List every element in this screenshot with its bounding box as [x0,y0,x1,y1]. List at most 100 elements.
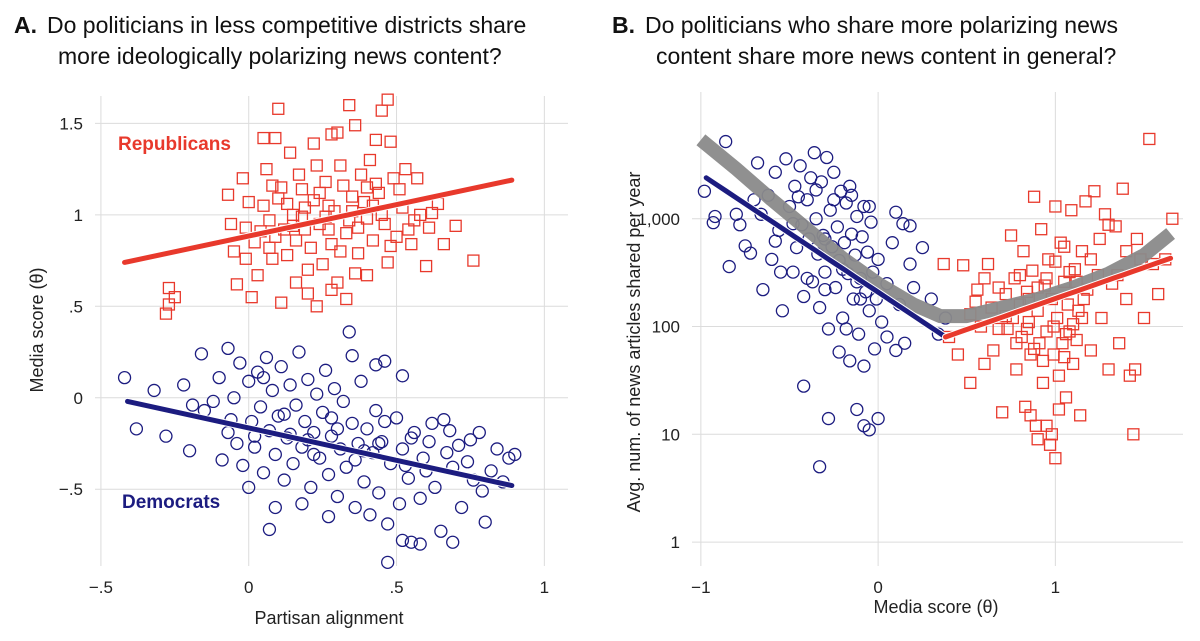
data-point-circle [321,509,336,524]
data-point-circle [446,535,460,549]
data-point-circle [292,345,306,359]
data-point-circle [215,453,229,467]
data-point-square [236,172,249,185]
data-point-circle [129,422,144,436]
panel-b-title-line2: content share more news content in gener… [656,43,1117,69]
data-point-square [978,272,991,285]
data-point-circle [697,184,712,198]
data-point-circle [422,434,436,449]
data-point-square [168,291,181,304]
data-point-square [1013,268,1027,282]
data-point-square [411,172,424,185]
data-point-circle [321,467,336,482]
data-point-circle [242,374,256,388]
data-point-circle [864,215,878,229]
data-point-circle [880,330,894,344]
data-point-square [316,258,329,271]
data-point-square [1004,229,1018,242]
data-point-circle [828,280,843,295]
data-point-square [313,186,326,200]
y-tick-label: −.5 [59,480,83,499]
data-point-circle [369,403,383,418]
data-point-square [221,188,235,201]
data-point-square [372,186,385,200]
data-point-circle [185,398,200,412]
data-point-square [1024,409,1037,422]
data-point-square [272,102,285,115]
data-point-square [1056,337,1069,350]
fit-line [122,177,515,265]
data-point-square [978,357,991,371]
data-point-square [242,195,255,209]
x-tick-label: 1 [540,578,549,597]
data-point-square [307,137,320,150]
data-point-circle [315,405,330,420]
data-point-circle [857,419,871,433]
data-point-square [1075,245,1089,258]
data-point-square [224,217,238,231]
panel-a-plot: −.5 0.5 1−.50.511.5 Republicans Democrats … [27,93,568,628]
data-point-square [340,292,353,306]
data-point-square [1035,223,1048,236]
data-point-square [399,163,412,176]
panel-b-title-line1: Do politicians who share more polarizing… [645,12,1119,38]
data-point-circle [827,193,841,207]
data-point-square [298,201,312,214]
panel-b-title: B. Do politicians who share more polarizi… [612,10,1118,72]
data-point-square [257,131,270,145]
data-point-square [260,163,273,176]
data-point-circle [889,343,903,358]
panel-b-y-axis-title: Avg. num. of news articles shared per ye… [624,172,644,513]
data-point-circle [159,429,173,443]
data-point-circle [800,193,814,207]
data-point-circle [307,425,321,440]
data-point-square [1031,433,1044,446]
data-point-square [957,259,970,272]
data-point-circle [791,190,806,204]
data-point-square [387,172,400,185]
data-point-circle [395,442,410,456]
data-point-square [1109,220,1122,233]
data-point-circle [478,515,492,529]
data-point-square [340,227,353,240]
panel-a-x-axis-title: Partisan alignment [254,608,403,628]
data-point-square [266,252,279,265]
data-point-circle [903,219,917,233]
data-point-circle [378,354,392,368]
data-point-circle [298,414,312,429]
data-point-circle [357,475,371,489]
data-point-circle [756,282,770,297]
data-point-square [999,287,1012,301]
data-point-circle [463,433,478,447]
data-point-circle [437,413,451,427]
data-point-square [381,256,394,269]
data-point-square [437,237,450,251]
data-point-square [343,98,356,112]
data-point-circle [330,422,345,436]
data-point-circle [839,322,853,336]
data-point-square [1143,132,1156,146]
fit-line [125,398,515,489]
data-point-square [1059,327,1073,341]
data-point-circle [844,188,859,202]
data-point-square [357,195,371,209]
data-point-circle [381,555,395,569]
data-point-square [1017,245,1030,258]
data-point-square [1063,265,1076,279]
data-point-circle [898,336,912,350]
data-point-circle [117,370,132,385]
data-point-circle [310,387,324,401]
data-point-circle [348,500,362,515]
data-point-square [381,93,394,106]
data-point-square [996,406,1009,419]
data-point-square [351,221,365,234]
data-point-square [1084,253,1097,266]
data-point-square [369,177,382,190]
data-point-circle [301,372,315,387]
data-point-circle [708,209,722,224]
data-point-square [322,223,335,236]
data-point-square [992,322,1005,336]
data-point-square [1043,438,1057,451]
data-point-circle [212,370,226,385]
data-point-square [1127,428,1140,441]
